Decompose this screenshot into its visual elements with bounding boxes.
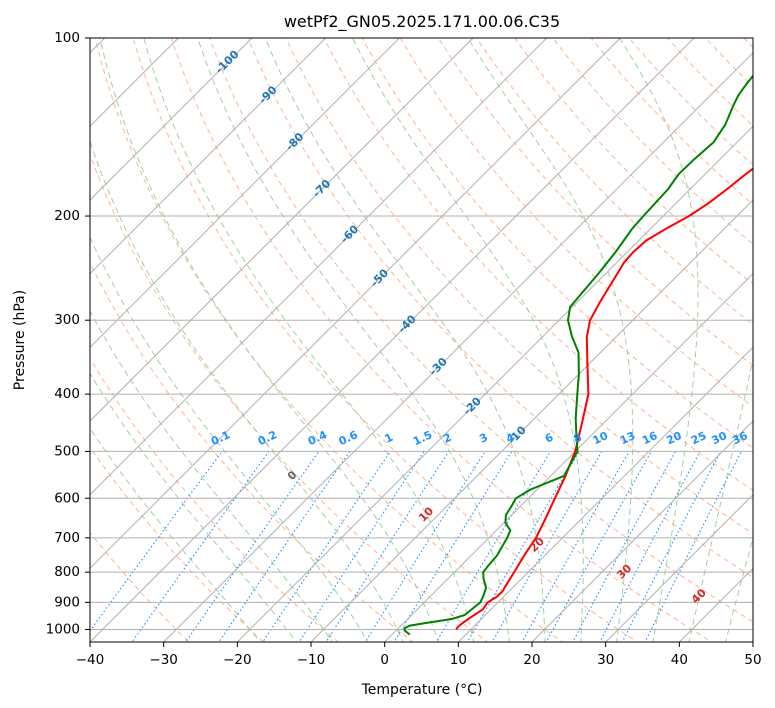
isotherm bbox=[605, 493, 753, 642]
moist-adiabat bbox=[688, 356, 753, 642]
x-tick-label: −20 bbox=[223, 652, 252, 668]
mixing-ratio-label: 10 bbox=[591, 429, 611, 447]
isotherm bbox=[384, 272, 753, 642]
y-tick-label: 900 bbox=[54, 594, 80, 610]
isotherm bbox=[90, 38, 327, 275]
dry-adiabat bbox=[90, 357, 340, 642]
isotherm bbox=[90, 38, 400, 349]
mixing-ratio-label: 16 bbox=[640, 429, 660, 447]
isotherm bbox=[90, 38, 474, 422]
mixing-ratio-label: 20 bbox=[664, 429, 684, 447]
x-axis-title: Temperature (°C) bbox=[361, 682, 483, 698]
isotherm bbox=[90, 38, 621, 570]
mixing-ratio-label: 25 bbox=[689, 429, 708, 447]
x-tick-label: −10 bbox=[297, 652, 326, 668]
isotherm bbox=[90, 38, 253, 201]
isotherm bbox=[457, 346, 753, 642]
dry-adiabat bbox=[476, 38, 753, 326]
mixing-ratio-label: 13 bbox=[618, 429, 637, 447]
dry-adiabat bbox=[208, 38, 753, 623]
x-tick-label: −30 bbox=[149, 652, 178, 668]
x-tick-label: 40 bbox=[671, 652, 688, 668]
x-tick-label: 0 bbox=[380, 652, 389, 668]
y-tick-label: 300 bbox=[54, 312, 80, 328]
isotherm bbox=[90, 38, 695, 642]
y-axis-title: Pressure (hPa) bbox=[12, 290, 28, 390]
y-tick-label: 500 bbox=[54, 443, 80, 459]
dry-adiabat bbox=[94, 38, 564, 642]
moist-adiabat bbox=[725, 535, 753, 642]
dry-adiabat bbox=[132, 38, 638, 642]
x-tick-label: 20 bbox=[523, 652, 540, 668]
isotherm bbox=[90, 38, 548, 496]
isotherm bbox=[531, 420, 753, 642]
dry-adiabat bbox=[90, 446, 265, 642]
dry-adiabat bbox=[247, 38, 753, 578]
y-tick-label: 200 bbox=[54, 208, 80, 224]
mixing-ratio-label: 36 bbox=[730, 429, 750, 447]
dry-adiabat bbox=[323, 38, 753, 492]
isotherm bbox=[310, 199, 753, 642]
y-tick-label: 800 bbox=[54, 564, 80, 580]
mixing-ratio-label: 30 bbox=[710, 429, 730, 447]
moist-adiabat bbox=[619, 38, 699, 642]
dry-adiabat bbox=[170, 38, 713, 642]
y-tick-label: 700 bbox=[54, 530, 80, 546]
dry-adiabat bbox=[361, 38, 753, 449]
x-tick-label: −40 bbox=[76, 652, 105, 668]
x-tick-label: 10 bbox=[450, 652, 467, 668]
dry-adiabat bbox=[90, 261, 414, 642]
temperature-profile bbox=[455, 167, 753, 631]
chart-title: wetPf2_GN05.2025.171.00.06.C35 bbox=[284, 12, 560, 32]
moist-adiabat bbox=[264, 38, 546, 642]
moist-adiabat bbox=[143, 38, 475, 642]
isotherm bbox=[163, 51, 753, 642]
x-tick-label: 50 bbox=[744, 652, 761, 668]
y-tick-label: 1000 bbox=[46, 621, 80, 637]
dry-adiabat bbox=[437, 38, 753, 366]
plot-frame bbox=[89, 37, 754, 643]
x-tick-label: 30 bbox=[597, 652, 614, 668]
y-tick-label: 100 bbox=[54, 30, 80, 46]
dewpoint-profile bbox=[403, 74, 753, 636]
moist-adiabat bbox=[467, 38, 634, 642]
isotherm bbox=[236, 125, 753, 642]
moist-adiabat bbox=[90, 310, 333, 642]
y-tick-label: 600 bbox=[54, 490, 80, 506]
y-tick-label: 400 bbox=[54, 386, 80, 402]
